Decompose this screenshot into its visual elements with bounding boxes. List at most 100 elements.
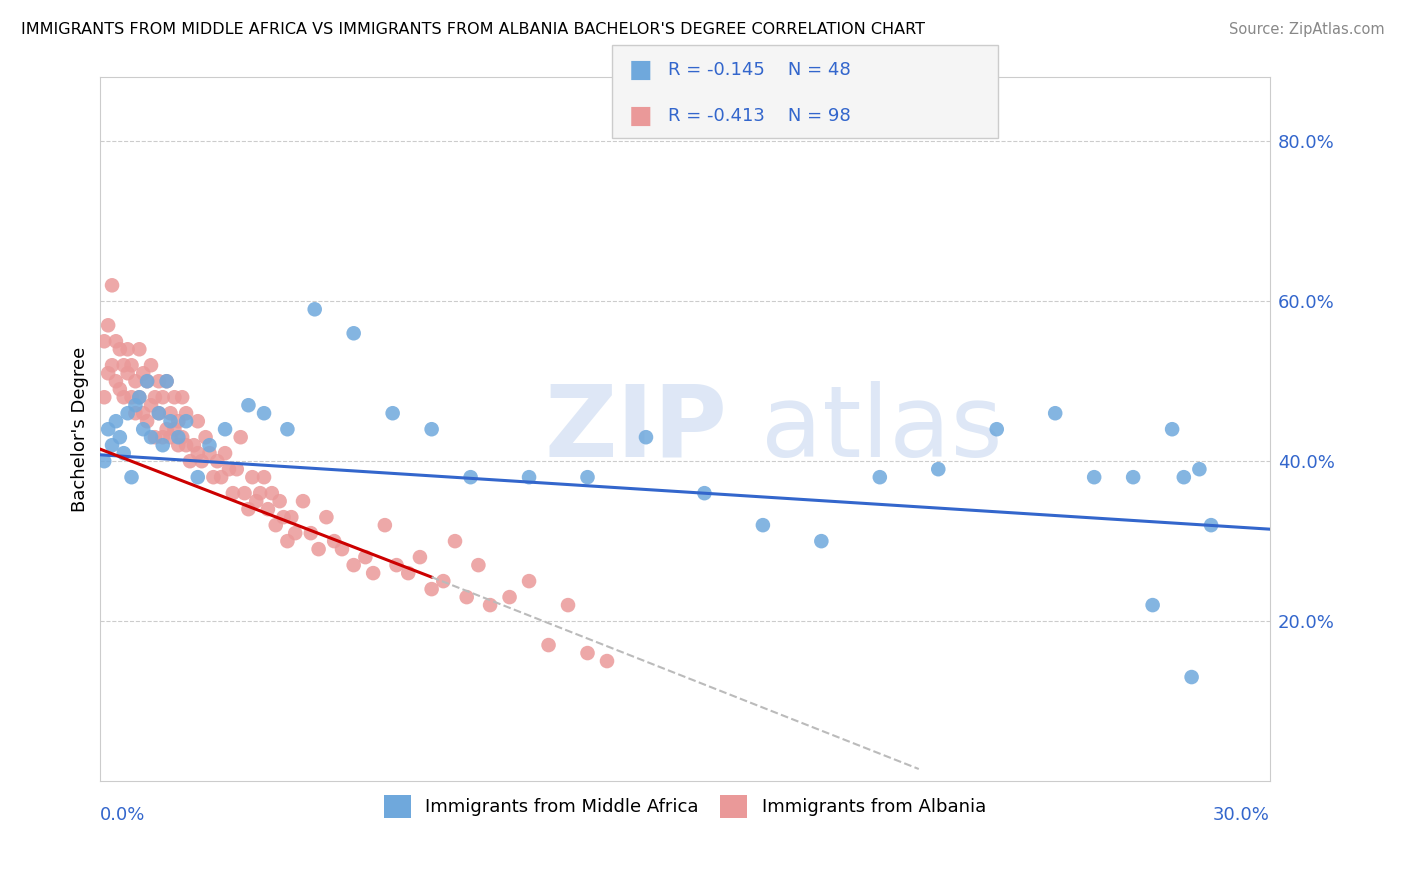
Point: [432, 574, 454, 588]
Point: [420, 582, 443, 596]
Point: [128, 343, 150, 357]
Point: [112, 358, 135, 372]
Point: [132, 406, 155, 420]
Legend: Immigrants from Middle Africa, Immigrants from Albania: Immigrants from Middle Africa, Immigrant…: [377, 789, 994, 825]
Point: [253, 406, 276, 420]
Point: [121, 470, 143, 484]
Point: [1142, 598, 1164, 612]
Point: [163, 390, 186, 404]
Point: [97, 366, 120, 380]
Point: [163, 422, 186, 436]
Point: [343, 558, 366, 573]
Point: [240, 470, 263, 484]
Point: [444, 534, 467, 549]
Point: [1161, 422, 1184, 436]
Point: [167, 414, 190, 428]
Point: [159, 406, 181, 420]
Point: [128, 390, 150, 404]
Point: [93, 390, 115, 404]
Point: [634, 430, 657, 444]
Point: [148, 374, 170, 388]
Point: [927, 462, 949, 476]
Point: [257, 502, 280, 516]
Point: [167, 438, 190, 452]
Point: [93, 454, 115, 468]
Point: [117, 406, 139, 420]
Point: [304, 302, 326, 317]
Point: [167, 430, 190, 444]
Point: [214, 422, 236, 436]
Point: [280, 510, 302, 524]
Point: [121, 390, 143, 404]
Point: [396, 566, 419, 581]
Point: [557, 598, 579, 612]
Point: [117, 343, 139, 357]
Point: [112, 390, 135, 404]
Point: [517, 470, 540, 484]
Point: [155, 374, 177, 388]
Point: [269, 494, 291, 508]
Point: [517, 574, 540, 588]
Point: [152, 430, 174, 444]
Point: [260, 486, 283, 500]
Point: [456, 590, 478, 604]
Point: [225, 462, 247, 476]
Point: [409, 550, 432, 565]
Point: [1199, 518, 1222, 533]
Point: [101, 278, 124, 293]
Point: [209, 470, 232, 484]
Point: [194, 430, 217, 444]
Point: [139, 430, 162, 444]
Text: ■: ■: [628, 104, 652, 128]
Point: [207, 454, 229, 468]
Text: IMMIGRANTS FROM MIDDLE AFRICA VS IMMIGRANTS FROM ALBANIA BACHELOR'S DEGREE CORRE: IMMIGRANTS FROM MIDDLE AFRICA VS IMMIGRA…: [21, 22, 925, 37]
Point: [97, 422, 120, 436]
Point: [222, 486, 245, 500]
Point: [273, 510, 295, 524]
Point: [264, 518, 287, 533]
Point: [1043, 406, 1066, 420]
Point: [155, 422, 177, 436]
Point: [343, 326, 366, 341]
Point: [308, 542, 330, 557]
Point: [238, 398, 260, 412]
Point: [1173, 470, 1195, 484]
Text: 0.0%: 0.0%: [100, 805, 146, 823]
Point: [238, 502, 260, 516]
Point: [124, 398, 146, 412]
Point: [101, 358, 124, 372]
Point: [187, 414, 209, 428]
Point: [143, 390, 166, 404]
Point: [986, 422, 1008, 436]
Point: [467, 558, 489, 573]
Point: [152, 390, 174, 404]
Point: [124, 406, 146, 420]
Point: [132, 422, 155, 436]
Point: [112, 446, 135, 460]
Point: [385, 558, 408, 573]
Point: [148, 406, 170, 420]
Point: [1122, 470, 1144, 484]
Point: [139, 398, 162, 412]
Text: ZIP: ZIP: [544, 381, 727, 478]
Point: [124, 374, 146, 388]
Point: [101, 438, 124, 452]
Point: [315, 510, 337, 524]
Point: [229, 430, 252, 444]
Point: [810, 534, 832, 549]
Point: [104, 374, 127, 388]
Point: [148, 406, 170, 420]
Point: [174, 438, 197, 452]
Point: [187, 446, 209, 460]
Point: [576, 470, 599, 484]
Point: [218, 462, 240, 476]
Text: R = -0.145    N = 48: R = -0.145 N = 48: [668, 61, 851, 78]
Point: [139, 358, 162, 372]
Point: [537, 638, 560, 652]
Point: [155, 374, 177, 388]
Point: [136, 374, 159, 388]
Point: [479, 598, 502, 612]
Point: [202, 470, 225, 484]
Point: [752, 518, 775, 533]
Point: [381, 406, 404, 420]
